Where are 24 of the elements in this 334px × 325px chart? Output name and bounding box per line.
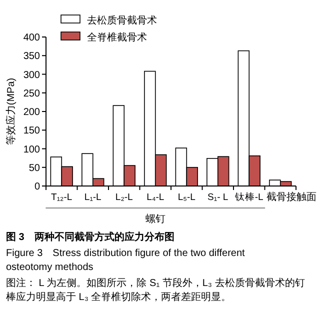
- y-tick-label: 200: [23, 107, 40, 118]
- y-axis-title: 等效应力(MPa): [5, 78, 17, 146]
- y-tick-label: 0: [34, 182, 40, 192]
- x-tick-label: L₂-L: [115, 192, 133, 203]
- x-tick-label: T₁₂-L: [51, 192, 72, 203]
- y-tick-label: 300: [23, 70, 40, 81]
- x-tick-label: L₄-L: [146, 192, 164, 203]
- x-tick-label: 钛棒-L: [234, 191, 264, 203]
- y-tick-label: 150: [23, 126, 40, 137]
- y-tick-label: 100: [23, 144, 40, 156]
- x-tick-label: S₁- L: [208, 192, 228, 203]
- x-tick-label: 截骨接触面: [266, 191, 316, 203]
- caption: Figure 3 Stress distribution figure of the two different osteotomy methods: [6, 248, 246, 273]
- y-tick-label: 50: [28, 162, 40, 174]
- x-tick-label: L₁-L: [84, 192, 102, 203]
- caption: 图 3 两种不同截骨方式的应力分布图: [6, 231, 174, 243]
- x-tick-label: L₅-L: [178, 192, 196, 203]
- y-tick-label: 250: [23, 88, 40, 100]
- y-tick-label: 350: [23, 51, 40, 62]
- legend-label: 去松质骨截骨术: [87, 14, 157, 26]
- legend-label: 全脊椎截骨术: [87, 32, 147, 44]
- text: 图注： L 为左侧。如图所示，除 S₁ 节段外，L₃ 去松质骨截骨术的钉棒应力明显高于 L₃ 全脊椎切除术，两者差距明显。: [6, 277, 305, 303]
- x-axis-title: 螺钉: [145, 213, 166, 225]
- y-tick-label: 400: [23, 32, 40, 44]
